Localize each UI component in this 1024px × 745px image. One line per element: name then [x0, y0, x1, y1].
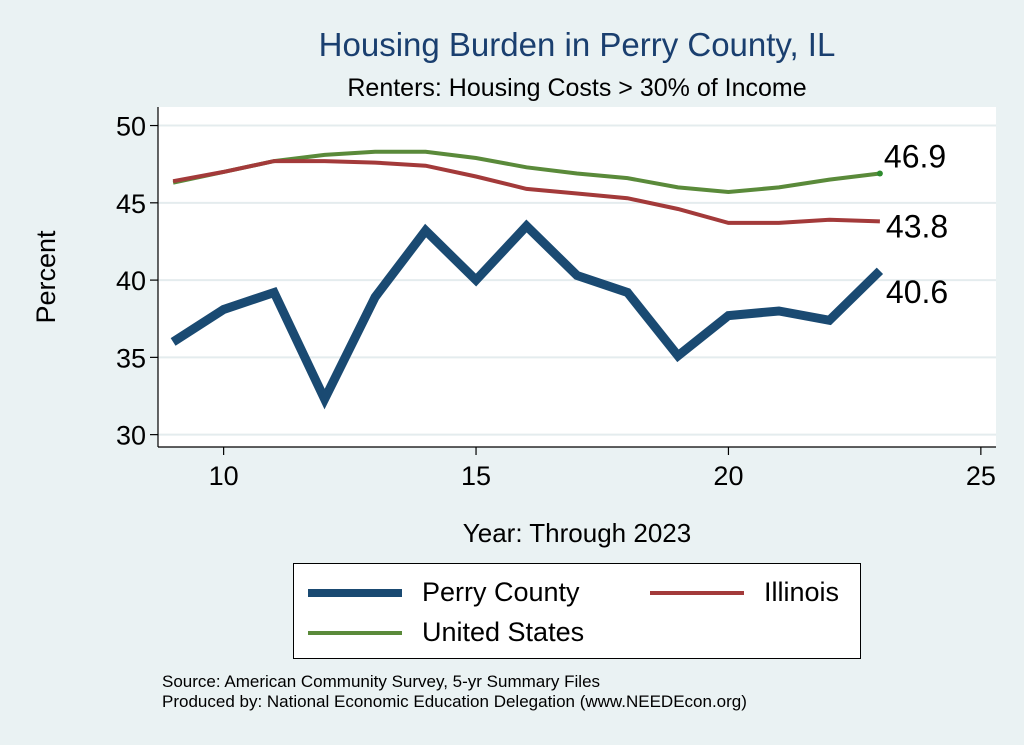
- series-line-united-states: [172, 149, 881, 195]
- x-tick-label: 25: [966, 461, 996, 491]
- y-tick-label: 35: [116, 343, 146, 373]
- y-tick-label: 50: [116, 112, 146, 142]
- legend-item-illinois: Illinois: [650, 577, 839, 608]
- end-label-illinois: 43.8: [886, 208, 948, 244]
- end-label-united-states: 46.9: [884, 138, 946, 174]
- y-tick-label: 40: [116, 266, 146, 296]
- series-line-illinois: [172, 159, 880, 225]
- legend-item-perry-county: Perry County: [308, 577, 580, 608]
- source-note: Source: American Community Survey, 5-yr …: [162, 672, 747, 712]
- x-axis-label: Year: Through 2023: [462, 518, 692, 548]
- x-tick-label: 20: [713, 461, 743, 491]
- producer-line: Produced by: National Economic Education…: [162, 692, 747, 711]
- legend-swatch-perry-county: [308, 588, 402, 597]
- legend-item-united-states: United States: [308, 617, 584, 648]
- legend-label-united-states: United States: [422, 617, 585, 647]
- legend-swatch-illinois: [650, 590, 744, 595]
- legend-label-perry-county: Perry County: [422, 577, 580, 607]
- y-tick-label: 30: [116, 421, 146, 451]
- x-tick-label: 10: [209, 461, 239, 491]
- chart-subtitle: Renters: Housing Costs > 30% of Income: [347, 74, 807, 102]
- legend-label-illinois: Illinois: [764, 577, 840, 607]
- series-line-perry-county: [170, 219, 884, 410]
- chart-title: Housing Burden in Perry County, IL: [318, 26, 836, 63]
- end-label-perry-county: 40.6: [886, 274, 948, 310]
- y-tick-label: 45: [116, 189, 146, 219]
- y-axis-label: Percent: [31, 230, 61, 324]
- legend-swatch-united-states: [308, 630, 402, 635]
- legend: Perry County Illinois United States: [293, 563, 861, 659]
- source-line: Source: American Community Survey, 5-yr …: [162, 672, 601, 691]
- end-point-united-states: [876, 170, 883, 177]
- x-tick-label: 15: [461, 461, 491, 491]
